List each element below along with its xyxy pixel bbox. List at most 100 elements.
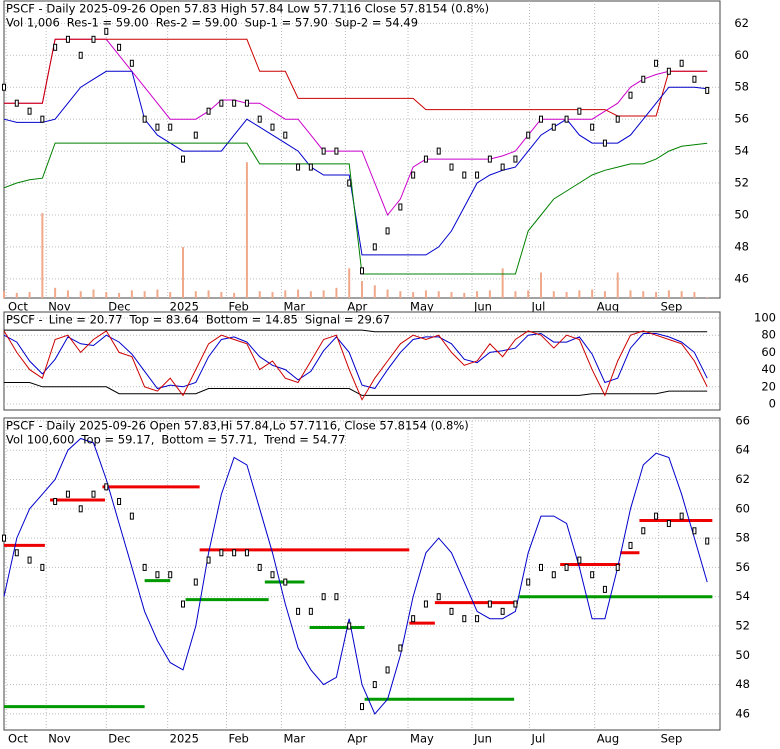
legend-entry: Sup-1 = 57.90: [245, 16, 328, 30]
x-tick-label: Dec: [108, 300, 130, 314]
price-bar: [283, 131, 288, 139]
price-bar: [296, 607, 301, 615]
volume-bar: [28, 292, 31, 298]
legend-entry: Line = 20.77: [49, 313, 123, 327]
y-tick-label: 64: [735, 443, 750, 457]
legend-entry: Vol 100,600: [6, 433, 74, 447]
plot-frame: [3, 0, 721, 299]
series-line: [4, 38, 708, 117]
plot-frame: [3, 417, 721, 731]
x-tick-label: Mar: [283, 300, 305, 314]
price-bar: [551, 123, 556, 131]
y-tick-label: 66: [735, 413, 750, 427]
price-bar: [168, 571, 173, 579]
y-tick-label: 60: [734, 48, 749, 62]
volume-bar: [488, 290, 491, 298]
price-bar: [487, 600, 492, 608]
series-line: [4, 382, 708, 396]
x-tick-label: Feb: [228, 732, 248, 746]
volume-bar: [3, 291, 5, 298]
price-bar: [2, 534, 6, 542]
y-tick-label: 50: [734, 207, 749, 221]
price-bar: [40, 563, 45, 571]
legend-entry: Bottom = 57.71,: [161, 433, 257, 447]
price-bar: [91, 490, 96, 498]
price-bar: [577, 107, 582, 115]
x-tick-label: Sep: [661, 300, 683, 314]
price-bar: [628, 541, 633, 549]
price-bar: [500, 607, 505, 615]
y-tick-label: 60: [735, 501, 750, 515]
x-tick-label: Jun: [473, 732, 492, 746]
price-bar: [168, 123, 173, 131]
price-bar: [142, 563, 147, 571]
series-line: [4, 329, 708, 333]
price-bar: [641, 527, 646, 535]
legend-entry: Res-2 = 59.00: [156, 16, 238, 30]
chart-title: PSCF - Daily 2025-09-26 Open 57.83,Hi 57…: [6, 419, 469, 433]
price-bar: [308, 607, 313, 615]
y-tick-label: 48: [735, 677, 750, 691]
legend-entry: Vol 1,006: [6, 16, 60, 30]
volume-bar: [450, 292, 453, 298]
volume-bar: [233, 292, 236, 298]
x-tick-label: May: [410, 300, 434, 314]
price-bar: [347, 179, 352, 187]
series-line: [3, 437, 708, 715]
volume-bar: [284, 290, 287, 298]
volume-bar: [15, 292, 18, 298]
price-bar: [206, 556, 211, 564]
price-bar: [462, 171, 467, 179]
volume-bar: [603, 291, 606, 298]
volume-bar: [693, 292, 696, 298]
price-bar: [628, 91, 633, 99]
price-bar: [398, 644, 403, 652]
price-bar: [666, 67, 671, 75]
volume-bar: [92, 289, 95, 298]
volume-bar: [424, 290, 427, 298]
volume-bar: [309, 291, 312, 298]
y-tick-label: 52: [735, 619, 750, 633]
price-bar: [526, 131, 531, 139]
price-bar: [142, 115, 147, 123]
volume-bar: [399, 291, 402, 298]
y-tick-label: 52: [734, 176, 749, 190]
x-tick-label: Nov: [48, 300, 71, 314]
price-bar: [539, 115, 543, 123]
volume-bar: [386, 289, 389, 298]
volume-bar: [182, 247, 184, 298]
volume-bar: [373, 285, 376, 298]
price-bar: [244, 99, 249, 107]
price-bar: [117, 497, 122, 505]
x-tick-label: Aug: [597, 300, 619, 314]
price-bar: [78, 505, 83, 513]
legend-entry: Sup-2 = 54.49: [335, 16, 418, 30]
x-tick-label: Jul: [530, 300, 545, 314]
series-line: [4, 38, 708, 216]
volume-bar: [297, 289, 300, 298]
price-bar: [296, 163, 301, 171]
price-bar: [53, 43, 58, 51]
price-bar: [193, 578, 198, 586]
price-bar: [27, 107, 32, 115]
price-bar: [385, 227, 390, 235]
price-bar: [590, 571, 595, 579]
price-bar: [53, 497, 58, 505]
price-bar: [411, 171, 416, 179]
x-tick-label: Feb: [228, 300, 248, 314]
price-bar: [513, 600, 518, 608]
x-tick-label: Jul: [530, 732, 545, 746]
price-bar: [602, 585, 607, 593]
legend-entry: Bottom = 14.85: [206, 313, 298, 327]
legend-entry: Trend = 54.77: [263, 433, 345, 447]
price-bar: [564, 115, 569, 123]
price-bar: [692, 527, 697, 535]
y-tick-label: 100: [754, 311, 776, 325]
volume-bar: [79, 291, 82, 298]
price-bar: [27, 556, 32, 564]
volume-bar: [667, 290, 670, 298]
x-tick-label: Aug: [597, 732, 619, 746]
volume-bar: [118, 292, 121, 298]
volume-bar: [66, 290, 69, 298]
